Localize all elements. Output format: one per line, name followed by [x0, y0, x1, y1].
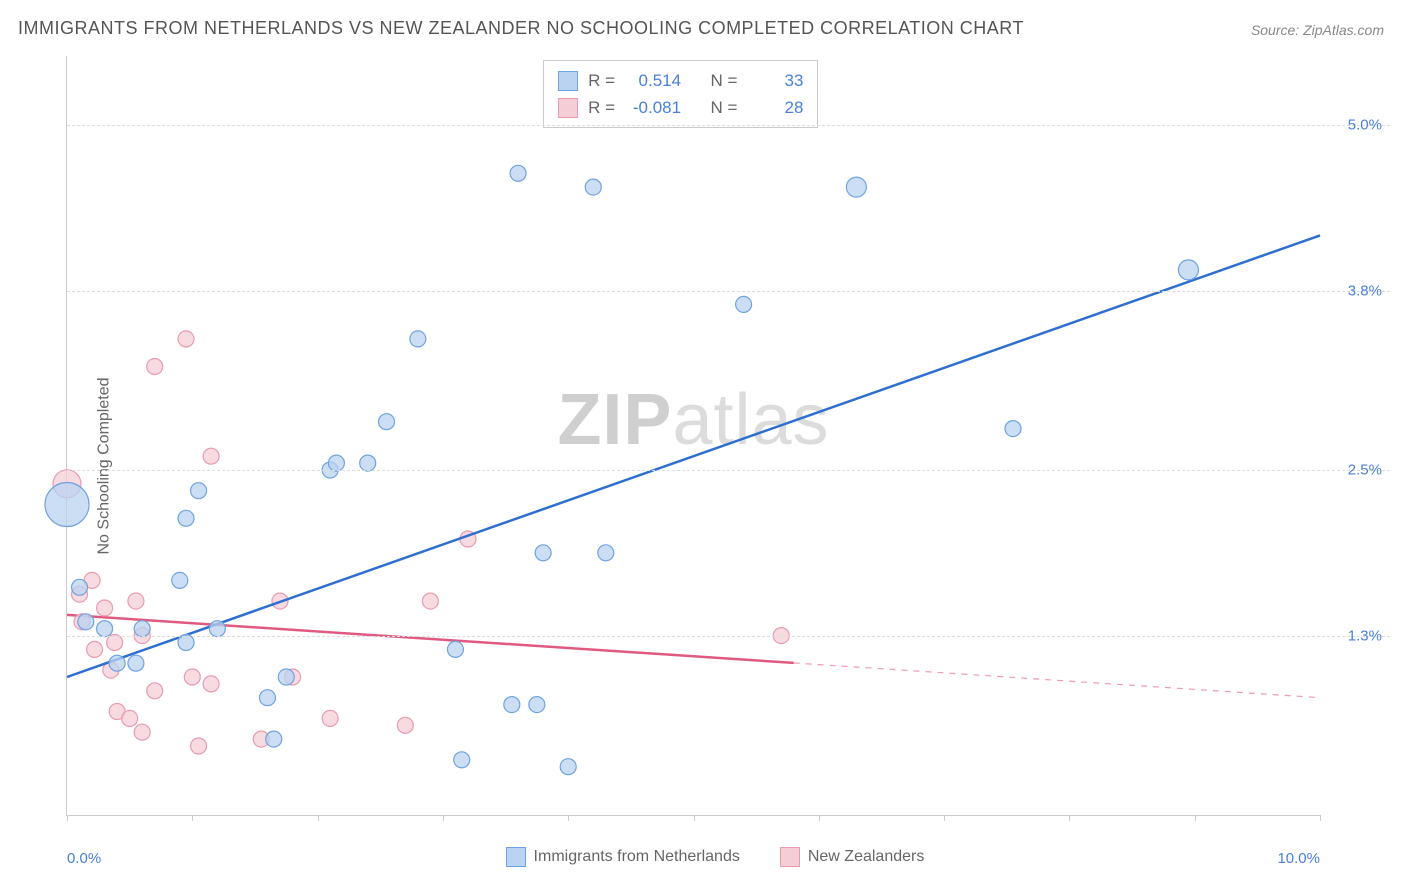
n-value-pink: 28	[747, 94, 803, 121]
legend-item-blue: Immigrants from Netherlands	[506, 847, 740, 867]
gridline	[67, 291, 1390, 292]
x-tick	[1320, 815, 1321, 821]
n-label-blue: N =	[711, 67, 738, 94]
r-label-pink: R =	[588, 94, 615, 121]
x-tick-label: 10.0%	[1277, 850, 1320, 867]
x-tick	[443, 815, 444, 821]
stats-legend-box: R = 0.514 N = 33 R = -0.081 N = 28	[543, 60, 818, 128]
stats-row-blue: R = 0.514 N = 33	[558, 67, 803, 94]
r-label-blue: R =	[588, 67, 615, 94]
y-tick-label: 3.8%	[1348, 282, 1382, 299]
y-tick-label: 1.3%	[1348, 627, 1382, 644]
gridline	[67, 470, 1390, 471]
x-tick	[944, 815, 945, 821]
source-attribution: Source: ZipAtlas.com	[1251, 22, 1384, 38]
n-label-pink: N =	[711, 94, 738, 121]
y-tick-label: 5.0%	[1348, 117, 1382, 134]
swatch-pink	[558, 98, 578, 118]
x-tick	[318, 815, 319, 821]
n-value-blue: 33	[747, 67, 803, 94]
chart-container: No Schooling Completed ZIPatlas R = 0.51…	[16, 56, 1390, 876]
legend-bottom: Immigrants from Netherlands New Zealande…	[506, 847, 925, 867]
legend-item-pink: New Zealanders	[780, 847, 925, 867]
x-tick	[1195, 815, 1196, 821]
legend-swatch-blue	[506, 847, 526, 867]
legend-label-pink: New Zealanders	[808, 848, 925, 866]
gridline	[67, 125, 1390, 126]
r-value-pink: -0.081	[625, 94, 681, 121]
x-tick	[694, 815, 695, 821]
chart-title: IMMIGRANTS FROM NETHERLANDS VS NEW ZEALA…	[18, 18, 1024, 39]
x-tick	[1069, 815, 1070, 821]
legend-swatch-pink	[780, 847, 800, 867]
gridline	[67, 636, 1390, 637]
x-tick	[819, 815, 820, 821]
x-tick-label: 0.0%	[67, 850, 101, 867]
x-tick	[192, 815, 193, 821]
y-tick-label: 2.5%	[1348, 462, 1382, 479]
scatter-svg	[67, 56, 1320, 815]
r-value-blue: 0.514	[625, 67, 681, 94]
legend-label-blue: Immigrants from Netherlands	[534, 848, 740, 866]
x-tick	[568, 815, 569, 821]
stats-row-pink: R = -0.081 N = 28	[558, 94, 803, 121]
x-tick	[67, 815, 68, 821]
swatch-blue	[558, 71, 578, 91]
plot-area: ZIPatlas R = 0.514 N = 33 R = -0.081 N =…	[66, 56, 1320, 816]
